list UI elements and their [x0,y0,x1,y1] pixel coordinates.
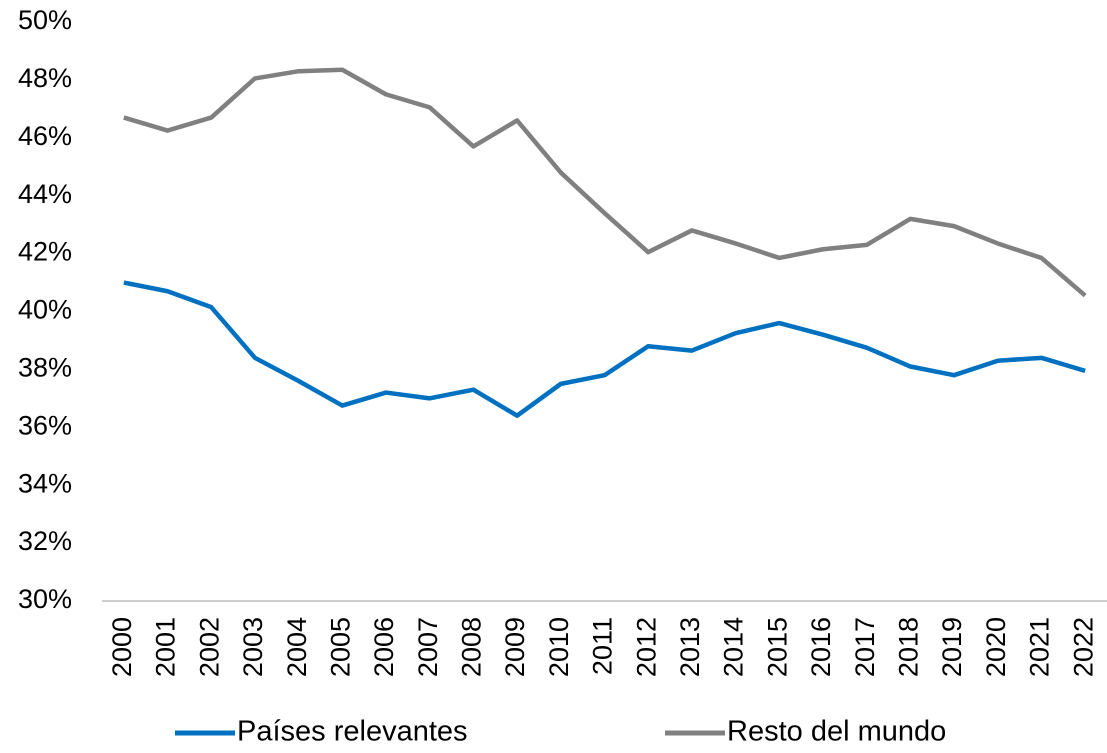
x-tick-label: 2007 [413,617,443,677]
x-tick-label: 2022 [1068,617,1098,677]
x-tick-label: 2013 [675,617,705,677]
y-tick-label: 32% [18,526,72,556]
x-tick-label: 2018 [893,617,923,677]
x-tick-label: 2015 [762,617,792,677]
x-tick-label: 2016 [806,617,836,677]
x-tick-label: 2010 [544,617,574,677]
y-tick-label: 30% [18,584,72,614]
x-tick-label: 2009 [500,617,530,677]
line-series [123,280,1086,418]
x-tick-label: 2005 [325,617,355,677]
x-tick-label: 2004 [282,617,312,677]
x-tick-label: 2014 [719,617,749,677]
line-series [123,67,1087,298]
y-tick-label: 40% [18,295,72,325]
x-tick-label: 2008 [457,617,487,677]
y-tick-label: 48% [18,63,72,93]
x-tick-label: 2019 [937,617,967,677]
y-tick-label: 50% [18,5,72,35]
x-tick-label: 2003 [238,617,268,677]
y-tick-label: 44% [18,179,72,209]
legend-label: Resto del mundo [727,716,946,748]
x-tick-label: 2011 [588,617,618,675]
y-tick-label: 46% [18,121,72,151]
x-tick-label: 2006 [369,617,399,677]
x-tick-label: 2000 [107,617,137,677]
y-tick-label: 36% [18,410,72,440]
x-tick-label: 2001 [151,617,181,677]
y-tick-label: 38% [18,353,72,383]
x-tick-label: 2017 [850,617,880,677]
y-tick-label: 42% [18,237,72,267]
y-tick-label: 34% [18,468,72,498]
x-tick-label: 2012 [631,617,661,677]
x-tick-label: 2020 [981,617,1011,677]
x-tick-label: 2021 [1025,617,1055,677]
legend-label: Países relevantes [237,716,468,748]
x-tick-label: 2002 [194,617,224,677]
